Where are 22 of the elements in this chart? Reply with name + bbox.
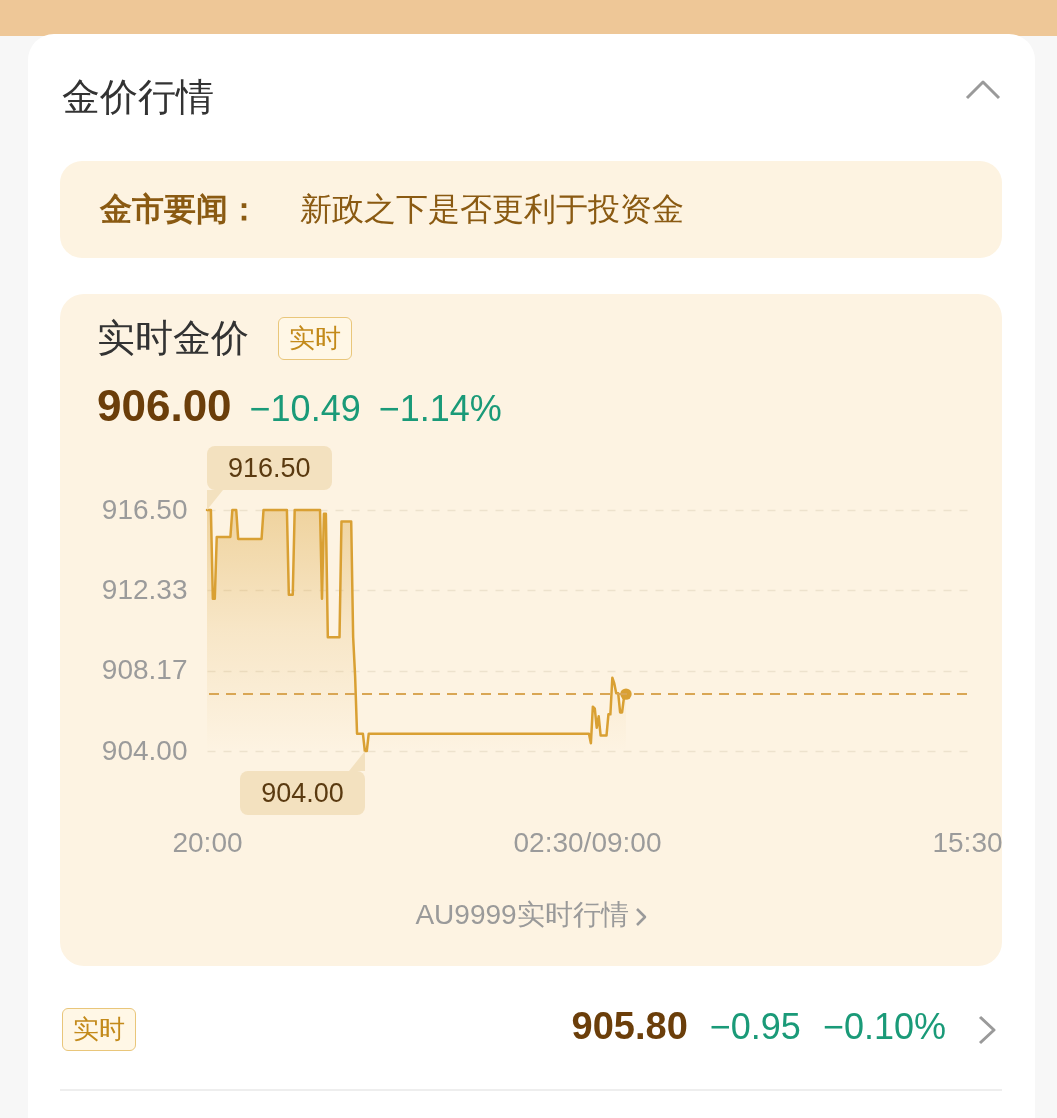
text: −0.10%: [822, 1006, 946, 1048]
text: 实时: [278, 317, 352, 360]
chart-subtitle: 实时金价: [97, 316, 249, 361]
annotation: 916.50: [207, 446, 332, 490]
text: 金市要闻：: [100, 190, 260, 229]
y-tick-label: 908.17: [101, 654, 188, 686]
text: 905.80: [571, 1005, 688, 1048]
text: 新政之下是否更利于投资金: [300, 190, 684, 229]
text: −0.95: [709, 1006, 801, 1048]
text: 实时: [62, 1008, 136, 1051]
text: −1.14%: [378, 388, 502, 430]
x-tick-label: 20:00: [172, 826, 243, 858]
text: −10.49: [249, 388, 361, 430]
y-tick-label: 912.33: [101, 573, 188, 605]
y-tick-label: 904.00: [101, 734, 188, 766]
annotation: 904.00: [240, 771, 365, 815]
y-tick-label: 916.50: [101, 493, 188, 525]
text: AU9999实时行情: [415, 899, 629, 930]
chart-title: 金价行情: [62, 75, 214, 120]
x-tick-label: 15:30: [932, 826, 1003, 858]
x-tick-label: 02:30/09:00: [513, 826, 662, 858]
text: 906.00: [97, 381, 232, 431]
